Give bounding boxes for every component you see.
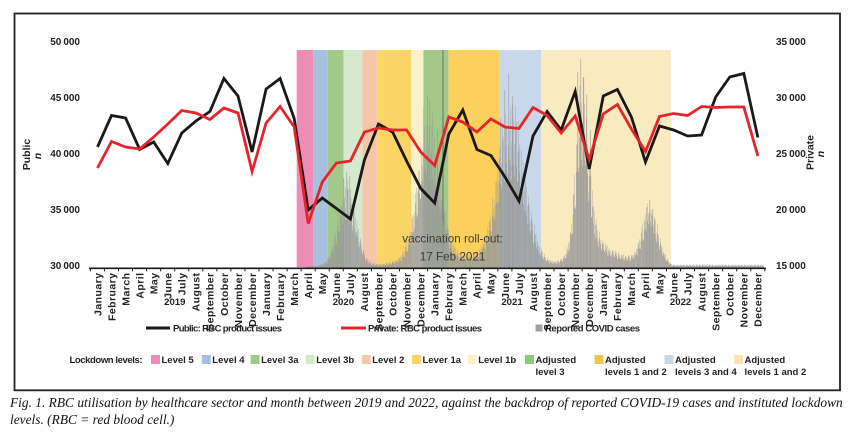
svg-text:35 000: 35 000 [50, 205, 80, 216]
svg-text:Level 3a: Level 3a [261, 355, 299, 366]
svg-text:17 Feb 2021: 17 Feb 2021 [420, 251, 486, 264]
svg-text:February: February [275, 273, 287, 322]
svg-text:April: April [640, 273, 652, 299]
svg-text:levels 1 and 2: levels 1 and 2 [745, 367, 807, 378]
svg-text:March: March [289, 273, 301, 306]
svg-text:July: July [682, 273, 694, 296]
svg-text:Level 1b: Level 1b [478, 355, 516, 366]
svg-text:November: November [739, 273, 751, 328]
svg-text:July: July [177, 273, 189, 296]
svg-text:March: March [458, 273, 470, 306]
svg-text:30 000: 30 000 [50, 261, 80, 272]
svg-text:September: September [711, 273, 723, 331]
svg-text:August: August [696, 272, 708, 311]
svg-text:July: July [514, 273, 526, 296]
svg-text:October: October [556, 273, 568, 316]
svg-text:October: October [387, 273, 399, 316]
svg-text:25 000: 25 000 [776, 149, 806, 160]
svg-text:Adjusted: Adjusted [675, 355, 716, 366]
svg-text:September: September [373, 273, 385, 331]
svg-text:35 000: 35 000 [776, 37, 806, 48]
svg-text:May: May [654, 273, 666, 295]
svg-text:March: March [626, 273, 638, 306]
svg-text:November: November [233, 273, 245, 328]
svg-text:April: April [135, 273, 147, 299]
svg-text:Private: Private [805, 135, 817, 170]
svg-text:Level 2: Level 2 [372, 355, 404, 366]
svg-text:Level 4: Level 4 [212, 355, 245, 366]
svg-text:February: February [444, 273, 456, 322]
svg-text:December: December [584, 273, 596, 327]
svg-text:Adjusted: Adjusted [536, 355, 577, 366]
svg-text:2020: 2020 [333, 297, 354, 308]
svg-text:October: October [725, 273, 737, 316]
svg-text:December: December [416, 273, 428, 327]
svg-text:June: June [163, 273, 175, 299]
svg-text:Private: RBC product issues: Private: RBC product issues [368, 324, 482, 335]
svg-text:June: June [668, 273, 680, 299]
svg-text:50 000: 50 000 [50, 37, 80, 48]
svg-text:level 3: level 3 [536, 367, 565, 378]
svg-text:levels. (RBC = red blood cell.: levels. (RBC = red blood cell.) [10, 412, 175, 427]
svg-text:Level 3b: Level 3b [316, 355, 354, 366]
svg-text:Fig. 1. RBC utilisation by hea: Fig. 1. RBC utilisation by healthcare se… [9, 395, 843, 410]
svg-text:levels 3 and 4: levels 3 and 4 [675, 367, 738, 378]
svg-text:40 000: 40 000 [50, 149, 80, 160]
svg-text:January: January [598, 273, 610, 316]
svg-text:January: January [261, 273, 273, 316]
svg-text:April: April [472, 273, 484, 299]
svg-text:September: September [542, 273, 554, 331]
svg-text:Level 5: Level 5 [162, 355, 195, 366]
svg-text:Public: RBC product issues: Public: RBC product issues [173, 324, 282, 335]
svg-text:October: October [219, 273, 231, 316]
svg-text:December: December [753, 273, 765, 327]
svg-text:2019: 2019 [164, 297, 185, 308]
svg-text:August: August [191, 272, 203, 311]
svg-text:September: September [205, 273, 217, 331]
svg-text:February: February [612, 273, 624, 322]
svg-text:March: March [120, 273, 132, 306]
svg-text:December: December [247, 273, 259, 327]
svg-text:May: May [486, 273, 498, 295]
svg-text:August: August [528, 272, 540, 311]
svg-text:May: May [149, 273, 161, 295]
svg-text:levels 1 and 2: levels 1 and 2 [605, 367, 667, 378]
svg-text:Public: Public [21, 139, 33, 171]
svg-text:n: n [32, 153, 44, 159]
svg-text:45 000: 45 000 [50, 93, 80, 104]
svg-text:n: n [815, 151, 827, 157]
svg-text:November: November [570, 273, 582, 328]
svg-text:Lever 1a: Lever 1a [423, 355, 462, 366]
svg-text:June: June [500, 273, 512, 299]
svg-text:April: April [303, 273, 315, 299]
svg-text:2022: 2022 [670, 297, 691, 308]
svg-text:2021: 2021 [501, 297, 523, 308]
svg-text:May: May [317, 273, 329, 295]
svg-text:Reported COVID cases: Reported COVID cases [545, 324, 640, 335]
svg-text:January: January [92, 273, 104, 316]
svg-text:November: November [401, 273, 413, 328]
svg-text:15 000: 15 000 [776, 261, 806, 272]
svg-text:August: August [359, 272, 371, 311]
svg-text:Adjusted: Adjusted [605, 355, 646, 366]
svg-text:February: February [106, 273, 118, 322]
svg-text:20 000: 20 000 [776, 205, 806, 216]
svg-text:January: January [430, 273, 442, 316]
svg-text:vaccination roll-out:: vaccination roll-out: [402, 233, 503, 246]
svg-text:Adjusted: Adjusted [745, 355, 786, 366]
svg-text:Lockdown levels:: Lockdown levels: [70, 355, 143, 366]
svg-text:July: July [345, 273, 357, 296]
svg-text:30 000: 30 000 [776, 93, 806, 104]
svg-text:June: June [331, 273, 343, 299]
